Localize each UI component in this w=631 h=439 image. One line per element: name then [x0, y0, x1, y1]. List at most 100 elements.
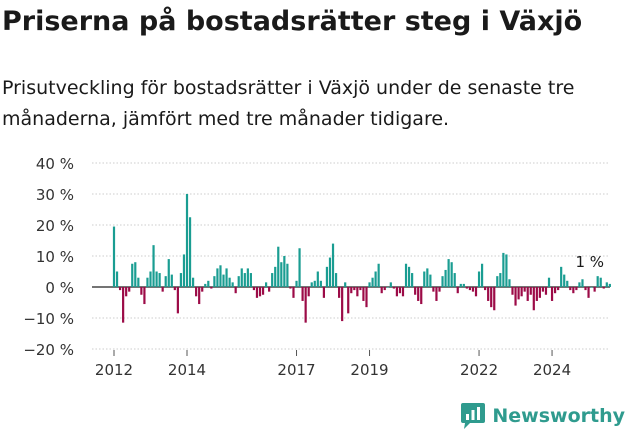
bar: [480, 263, 484, 287]
brand-name: Newsworthy: [492, 405, 625, 427]
y-tick-label: 0 %: [45, 279, 74, 297]
bar: [255, 287, 259, 298]
bar: [310, 282, 313, 287]
bar: [122, 287, 125, 323]
bar: [289, 287, 292, 289]
bar: [286, 263, 289, 287]
bar: [313, 280, 316, 287]
bar: [496, 276, 499, 287]
bar: [414, 287, 417, 295]
bar: [547, 277, 551, 287]
bar: [304, 287, 307, 323]
y-tick-label: 40 %: [36, 155, 74, 173]
bar: [219, 265, 222, 287]
bar: [453, 273, 456, 287]
bar: [164, 276, 167, 287]
x-tick-label: 2014: [168, 361, 206, 379]
bar: [271, 273, 274, 287]
bar: [371, 277, 374, 287]
bar: [152, 245, 155, 287]
bar: [365, 287, 368, 308]
bar: [593, 287, 596, 292]
bar: [520, 287, 523, 297]
bar: [435, 287, 438, 301]
bar: [207, 280, 210, 287]
bar: [338, 287, 341, 298]
bar: [185, 194, 189, 287]
bar: [544, 287, 548, 295]
bar: [523, 287, 526, 292]
x-tick-label: 2022: [460, 361, 498, 379]
bar: [222, 274, 225, 287]
bar: [210, 287, 213, 289]
bar: [234, 287, 237, 294]
bar: [353, 287, 356, 291]
bar: [176, 287, 179, 314]
bar: [319, 280, 322, 287]
bar: [508, 279, 511, 287]
bar: [569, 287, 572, 291]
bar: [557, 287, 560, 291]
bar: [383, 287, 386, 291]
bar: [231, 282, 234, 287]
bar: [277, 246, 280, 287]
y-tick-label: −10 %: [23, 310, 74, 328]
bar: [429, 274, 432, 287]
bar: [538, 287, 541, 298]
bar: [599, 277, 602, 287]
bar: [602, 287, 605, 289]
bar: [423, 271, 426, 287]
bar: [331, 243, 335, 287]
bar: [426, 268, 429, 287]
bar: [301, 287, 304, 301]
bar: [511, 287, 514, 295]
bar: [581, 279, 584, 287]
bar: [404, 263, 408, 287]
bar: [307, 287, 310, 297]
bar: [535, 287, 538, 301]
bar: [143, 287, 146, 305]
bar: [465, 287, 468, 289]
bar: [502, 252, 505, 287]
bar: [191, 277, 195, 287]
bar: [274, 266, 277, 287]
bar: [605, 282, 608, 287]
newsworthy-logo-icon: [461, 403, 486, 429]
chart-subtitle: Prisutveckling för bostadsrätter i Växjö…: [2, 77, 575, 130]
bar: [505, 254, 508, 287]
bar: [328, 257, 332, 287]
bar: [411, 273, 414, 287]
bar: [204, 283, 207, 287]
bar: [344, 282, 347, 287]
bar: [514, 287, 517, 306]
bar: [444, 269, 447, 287]
bar: [243, 273, 246, 287]
bar: [560, 266, 563, 287]
x-tick-label: 2012: [95, 361, 133, 379]
bar: [246, 268, 249, 287]
x-tick-label: 2024: [533, 361, 571, 379]
bar: [359, 287, 362, 291]
y-tick-label: 20 %: [36, 217, 74, 235]
bar: [188, 217, 192, 287]
bar: [298, 248, 301, 287]
bar: [182, 254, 186, 287]
bar: [112, 226, 116, 287]
bar: [471, 287, 475, 292]
bar: [347, 287, 350, 314]
bar: [137, 277, 140, 287]
bar: [587, 287, 590, 298]
bar: [316, 271, 319, 287]
bar: [334, 273, 338, 287]
bar: [292, 287, 295, 298]
bar: [608, 283, 611, 287]
bar: [283, 256, 286, 287]
y-axis: −20 % −10 % 0 % 10 % 20 % 30 % 40 %: [23, 155, 74, 359]
bar: [325, 266, 329, 287]
bar: [322, 287, 325, 298]
x-axis: 2012 2014 2017 2019 2022 2024: [95, 350, 571, 379]
bar: [553, 287, 557, 294]
x-tick-label: 2019: [350, 361, 388, 379]
bar: [578, 282, 581, 287]
price-change-chart: −20 %−10 %0 %10 %20 %30 %40 % 2012 2014 20…: [23, 155, 611, 379]
